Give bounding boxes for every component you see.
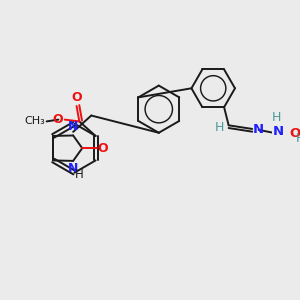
Text: H: H xyxy=(75,168,84,181)
Text: N: N xyxy=(68,120,78,133)
Text: CH₃: CH₃ xyxy=(24,116,45,126)
Text: H: H xyxy=(296,131,300,145)
Text: O: O xyxy=(98,142,108,155)
Text: N: N xyxy=(253,123,264,136)
Text: O: O xyxy=(52,113,63,126)
Text: H: H xyxy=(215,121,224,134)
Text: H: H xyxy=(272,111,281,124)
Text: O: O xyxy=(71,91,82,104)
Text: N: N xyxy=(68,162,78,175)
Text: O: O xyxy=(290,127,300,140)
Text: N: N xyxy=(273,125,284,138)
